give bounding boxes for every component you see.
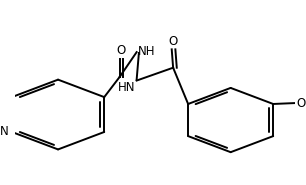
Text: O: O: [169, 35, 178, 48]
Text: O: O: [296, 97, 305, 110]
Text: NH: NH: [138, 45, 155, 58]
Text: N: N: [0, 125, 9, 139]
Text: HN: HN: [118, 81, 135, 95]
Text: O: O: [117, 44, 126, 57]
